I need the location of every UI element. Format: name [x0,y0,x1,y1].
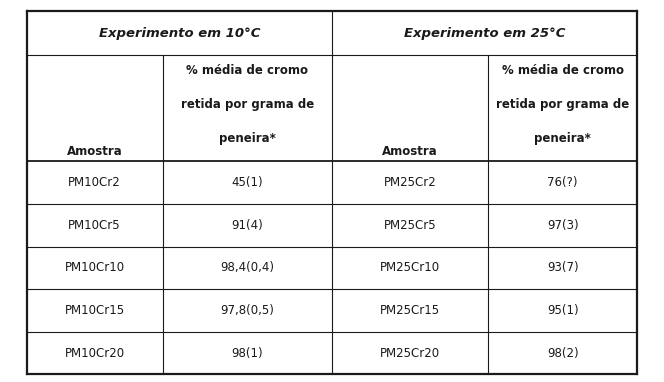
Text: 93(7): 93(7) [547,261,578,274]
Text: PM10Cr15: PM10Cr15 [64,304,125,317]
Text: Amostra: Amostra [67,145,122,158]
Text: 97,8(0,5): 97,8(0,5) [220,304,274,317]
Text: 91(4): 91(4) [232,219,263,232]
Text: Amostra: Amostra [382,145,438,158]
Text: Experimento em 25°C: Experimento em 25°C [404,27,566,40]
Text: Experimento em 10°C: Experimento em 10°C [98,27,260,40]
Text: PM25Cr5: PM25Cr5 [384,219,436,232]
Text: 98,4(0,4): 98,4(0,4) [220,261,274,274]
Text: PM10Cr10: PM10Cr10 [64,261,125,274]
Text: 98(2): 98(2) [547,346,578,359]
Text: PM10Cr2: PM10Cr2 [68,176,121,189]
Text: 97(3): 97(3) [547,219,578,232]
Text: 45(1): 45(1) [232,176,263,189]
Text: PM25Cr2: PM25Cr2 [384,176,436,189]
Text: PM25Cr15: PM25Cr15 [380,304,440,317]
Text: % média de cromo

retida por grama de

peneira*: % média de cromo retida por grama de pen… [496,64,629,145]
Text: PM25Cr10: PM25Cr10 [380,261,440,274]
Text: 98(1): 98(1) [232,346,263,359]
Text: PM25Cr20: PM25Cr20 [380,346,440,359]
Text: % média de cromo

retida por grama de

peneira*: % média de cromo retida por grama de pen… [181,64,314,145]
Text: 76(?): 76(?) [548,176,578,189]
Text: 95(1): 95(1) [547,304,578,317]
Text: PM10Cr20: PM10Cr20 [64,346,125,359]
Text: PM10Cr5: PM10Cr5 [68,219,121,232]
